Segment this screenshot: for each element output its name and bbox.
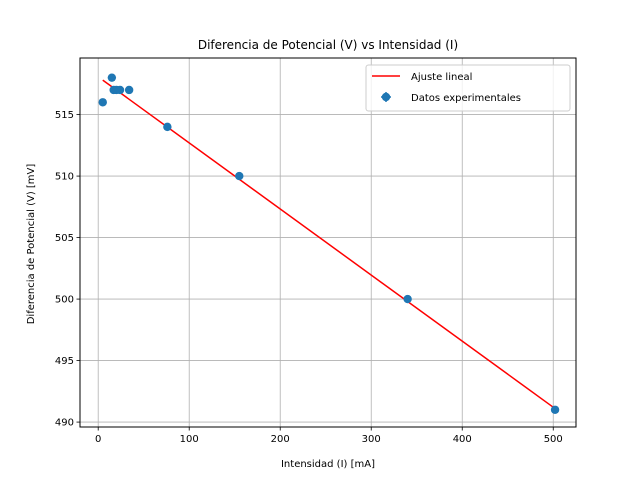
data-point xyxy=(235,171,244,181)
y-tick-label: 505 xyxy=(55,233,74,244)
data-point xyxy=(163,122,172,132)
data-point xyxy=(550,405,560,414)
x-tick-label: 300 xyxy=(362,434,381,445)
y-axis-label: Diferencia de Potencial (V) [mV] xyxy=(26,164,37,325)
x-tick-label: 400 xyxy=(453,434,472,445)
x-axis-label: Intensidad (I) [mA] xyxy=(281,459,375,470)
x-tick-label: 500 xyxy=(544,434,563,445)
y-tick-label: 500 xyxy=(55,295,74,306)
data-point xyxy=(124,85,134,95)
legend-marker-swatch xyxy=(381,92,391,102)
data-point xyxy=(107,73,117,82)
data-point xyxy=(115,85,125,95)
x-tick-label: 0 xyxy=(95,434,101,445)
legend-label: Datos experimentales xyxy=(411,93,521,104)
plot-series xyxy=(98,73,560,414)
data-point xyxy=(98,98,107,107)
y-tick-label: 495 xyxy=(55,356,74,367)
y-tick-label: 515 xyxy=(55,110,74,121)
x-tick-label: 100 xyxy=(180,434,199,445)
axis-ticks: 0 100 200 300 400 500 490 495 500 505 510 515 xyxy=(55,110,563,445)
chart-title: Diferencia de Potencial (V) vs Intensida… xyxy=(198,38,458,52)
legend-label: Ajuste lineal xyxy=(411,72,472,83)
y-tick-label: 510 xyxy=(55,172,74,183)
grid xyxy=(80,58,576,427)
y-tick-label: 490 xyxy=(55,418,74,429)
x-tick-label: 200 xyxy=(271,434,290,445)
plot-frame xyxy=(79,57,577,428)
fit-line xyxy=(102,79,556,410)
legend-box xyxy=(365,64,571,112)
legend: Datos experimentales Ajuste lineal xyxy=(365,64,571,112)
data-point xyxy=(403,294,412,304)
